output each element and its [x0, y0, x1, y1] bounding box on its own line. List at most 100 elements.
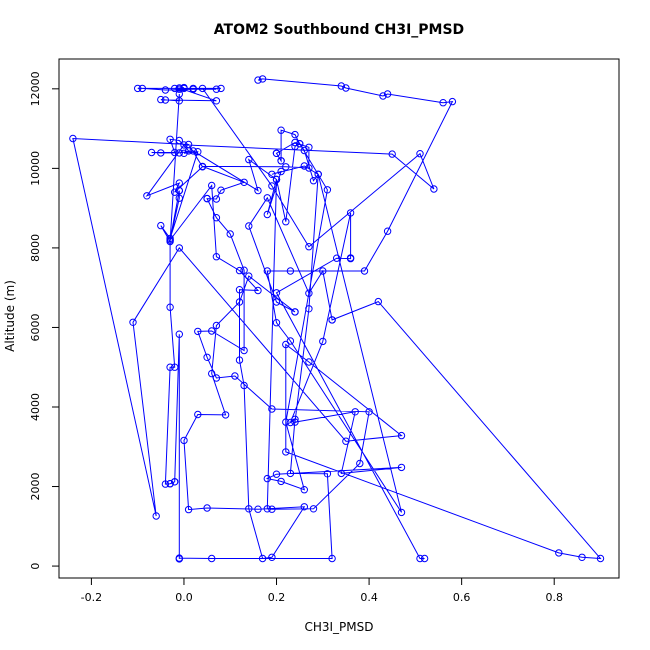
data-point: [277, 157, 285, 165]
data-point: [161, 96, 170, 104]
data-point: [346, 254, 355, 263]
data-point: [272, 149, 281, 158]
data-point: [305, 164, 313, 172]
data-point: [374, 297, 382, 306]
y-axis-label: Altitude (m): [3, 280, 17, 352]
data-point: [286, 337, 295, 345]
data-point: [272, 175, 281, 184]
data-point: [245, 272, 253, 280]
data-point: [175, 149, 184, 157]
data-point: [397, 463, 406, 472]
data-point: [596, 554, 605, 563]
data-point: [305, 358, 313, 366]
data-point: [245, 505, 253, 513]
data-point: [194, 327, 202, 336]
data-point: [184, 140, 193, 149]
data-point: [263, 194, 271, 202]
data-point: [268, 505, 276, 513]
data-point: [212, 253, 221, 261]
data-point: [360, 267, 369, 275]
x-tick-label: 0.0: [175, 591, 193, 604]
data-point: [254, 186, 262, 195]
data-point: [175, 330, 184, 338]
data-point: [166, 135, 174, 144]
data-point: [175, 97, 184, 105]
data-point: [194, 148, 202, 156]
data-point: [263, 210, 271, 219]
data-point: [319, 267, 327, 275]
data-point: [171, 84, 179, 93]
data-point: [397, 508, 406, 517]
chart-title: ATOM2 Southbound CH3I_PMSD: [214, 22, 464, 38]
data-point: [282, 448, 290, 456]
data-point: [203, 194, 211, 203]
x-tick-label: 0.4: [360, 591, 378, 604]
y-tick-label: 10000: [29, 151, 42, 186]
data-point: [208, 181, 216, 190]
data-point: [175, 136, 184, 145]
data-point: [171, 363, 179, 371]
plot-area: [69, 75, 605, 563]
data-point: [254, 286, 262, 295]
y-tick-label: 2000: [29, 473, 42, 501]
data-point: [180, 141, 188, 149]
x-axis: -0.2 0.0 0.2 0.4 0.6 0.8: [81, 578, 563, 604]
data-point: [309, 505, 318, 513]
data-point: [203, 504, 211, 512]
data-point: [277, 167, 285, 176]
data-point: [134, 84, 142, 93]
data-point: [152, 512, 160, 520]
data-point: [448, 97, 457, 106]
data-point: [268, 170, 276, 179]
data-point: [245, 222, 253, 230]
data-point: [212, 97, 221, 105]
data-point: [175, 194, 184, 202]
data-point: [277, 126, 285, 134]
data-point: [305, 305, 313, 313]
data-point: [388, 150, 396, 158]
x-axis-label: CH3I_PMSD: [304, 620, 373, 634]
data-point: [254, 505, 262, 513]
data-point: [268, 405, 276, 413]
data-point: [157, 149, 165, 157]
data-point: [138, 84, 147, 93]
data-point: [342, 84, 350, 92]
data-point: [212, 195, 221, 203]
data-point: [555, 549, 563, 557]
data-point: [240, 266, 248, 274]
data-point: [217, 84, 225, 93]
y-tick-label: 6000: [29, 313, 42, 341]
data-point: [365, 408, 373, 416]
data-point: [189, 147, 197, 155]
data-point: [323, 186, 332, 194]
data-point: [439, 99, 447, 107]
data-point: [351, 408, 359, 416]
data-point: [212, 214, 221, 222]
data-point: [208, 554, 216, 563]
data-point: [166, 480, 174, 488]
data-point: [175, 554, 184, 562]
series-line: [72, 78, 602, 560]
data-point: [175, 179, 184, 187]
data-point: [272, 298, 281, 306]
data-point: [282, 163, 290, 171]
data-point: [277, 477, 285, 486]
data-point: [171, 188, 179, 196]
data-point: [194, 410, 202, 419]
data-point: [272, 319, 281, 327]
data-point: [337, 469, 345, 478]
data-point: [258, 554, 267, 563]
data-point: [208, 369, 216, 378]
data-point: [180, 84, 188, 93]
data-point: [356, 459, 364, 468]
data-point: [203, 353, 211, 361]
data-point: [240, 346, 248, 355]
data-point: [240, 178, 248, 187]
data-point: [333, 254, 341, 262]
data-point: [272, 289, 281, 297]
data-point: [342, 437, 350, 445]
data-point: [328, 554, 336, 563]
x-tick-label: -0.2: [81, 591, 102, 604]
